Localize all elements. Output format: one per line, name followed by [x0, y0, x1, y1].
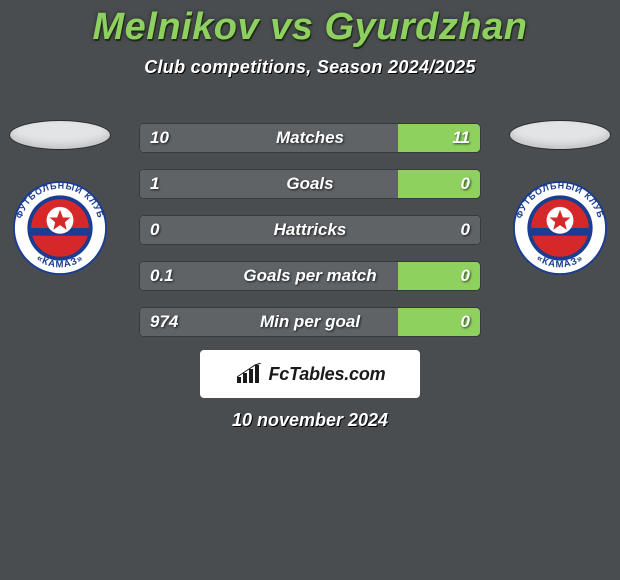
stat-row: 1011Matches — [140, 124, 480, 152]
stat-label: Goals per match — [140, 262, 480, 290]
left-column: ФУТБОЛЬНЫЙ КЛУБ «КАМАЗ» — [10, 110, 110, 281]
player-shadow-left — [9, 120, 111, 150]
club-badge-right: ФУТБОЛЬНЫЙ КЛУБ «КАМАЗ» — [512, 180, 608, 281]
stat-rows: 1011Matches 10Goals 00Hattricks 0.10Goals p… — [140, 124, 480, 336]
page-subtitle: Club competitions, Season 2024/2025 — [0, 57, 620, 78]
attribution-box: FcTables.com — [200, 350, 420, 398]
date-line: 10 november 2024 — [0, 410, 620, 431]
bar-chart-icon — [235, 363, 263, 385]
stat-label: Goals — [140, 170, 480, 198]
page: Melnikov vs Gyurdzhan Club competitions,… — [0, 0, 620, 580]
stat-label: Matches — [140, 124, 480, 152]
right-column: ФУТБОЛЬНЫЙ КЛУБ «КАМАЗ» — [510, 110, 610, 281]
stat-row: 9740Min per goal — [140, 308, 480, 336]
stat-label: Min per goal — [140, 308, 480, 336]
player-shadow-right — [509, 120, 611, 150]
stat-label: Hattricks — [140, 216, 480, 244]
page-title: Melnikov vs Gyurdzhan — [0, 0, 620, 49]
stat-row: 0.10Goals per match — [140, 262, 480, 290]
kamaz-badge-icon: ФУТБОЛЬНЫЙ КЛУБ «КАМАЗ» — [512, 180, 608, 276]
stat-row: 10Goals — [140, 170, 480, 198]
stat-row: 00Hattricks — [140, 216, 480, 244]
club-badge-left: ФУТБОЛЬНЫЙ КЛУБ «КАМАЗ» — [12, 180, 108, 281]
attribution-text: FcTables.com — [269, 364, 386, 385]
kamaz-badge-icon: ФУТБОЛЬНЫЙ КЛУБ «КАМАЗ» — [12, 180, 108, 276]
